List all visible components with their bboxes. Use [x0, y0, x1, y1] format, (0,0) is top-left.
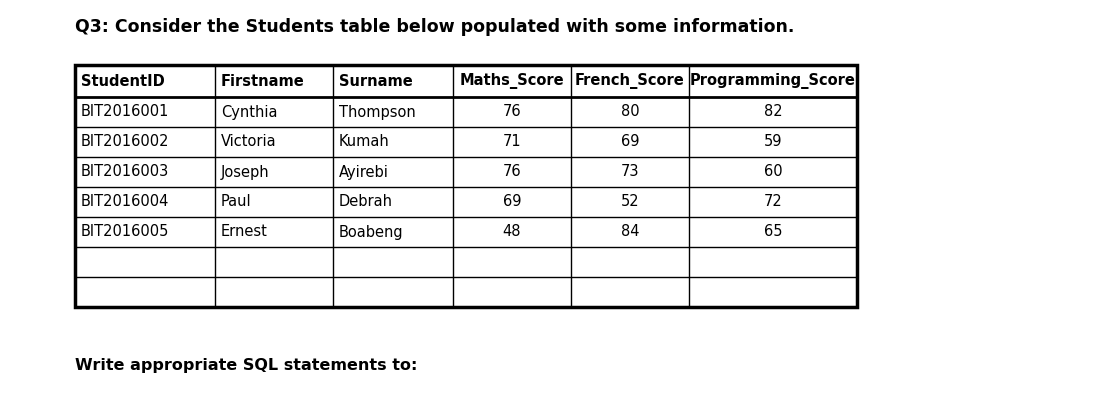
Text: 84: 84 — [620, 224, 639, 239]
Text: 71: 71 — [503, 135, 522, 150]
Text: Debrah: Debrah — [339, 195, 393, 210]
Text: 60: 60 — [764, 164, 783, 179]
Text: 59: 59 — [764, 135, 782, 150]
Text: 72: 72 — [764, 195, 783, 210]
Text: Thompson: Thompson — [339, 104, 416, 120]
Text: 65: 65 — [764, 224, 782, 239]
Text: BIT2016004: BIT2016004 — [81, 195, 169, 210]
Text: 69: 69 — [503, 195, 522, 210]
Text: Surname: Surname — [339, 73, 413, 89]
Text: 69: 69 — [620, 135, 639, 150]
Text: BIT2016001: BIT2016001 — [81, 104, 169, 120]
Text: Paul: Paul — [221, 195, 251, 210]
Text: Victoria: Victoria — [221, 135, 277, 150]
Text: 73: 73 — [620, 164, 639, 179]
Text: StudentID: StudentID — [81, 73, 165, 89]
Text: Cynthia: Cynthia — [221, 104, 278, 120]
Text: BIT2016002: BIT2016002 — [81, 135, 169, 150]
Text: BIT2016005: BIT2016005 — [81, 224, 169, 239]
Text: 82: 82 — [764, 104, 783, 120]
Text: Write appropriate SQL statements to:: Write appropriate SQL statements to: — [75, 358, 417, 373]
Bar — [75, 65, 857, 307]
Text: Firstname: Firstname — [221, 73, 305, 89]
Text: Kumah: Kumah — [339, 135, 389, 150]
Text: Programming_Score: Programming_Score — [691, 73, 856, 89]
Text: Boabeng: Boabeng — [339, 224, 404, 239]
Text: 48: 48 — [503, 224, 522, 239]
Text: 52: 52 — [620, 195, 639, 210]
Text: French_Score: French_Score — [575, 73, 685, 89]
Text: Ayirebi: Ayirebi — [339, 164, 389, 179]
Text: Ernest: Ernest — [221, 224, 268, 239]
Text: Joseph: Joseph — [221, 164, 269, 179]
Text: Maths_Score: Maths_Score — [459, 73, 564, 89]
Text: BIT2016003: BIT2016003 — [81, 164, 169, 179]
Text: 80: 80 — [620, 104, 639, 120]
Text: 76: 76 — [503, 164, 522, 179]
Text: 76: 76 — [503, 104, 522, 120]
Text: Q3: Consider the Students table below populated with some information.: Q3: Consider the Students table below po… — [75, 18, 794, 36]
